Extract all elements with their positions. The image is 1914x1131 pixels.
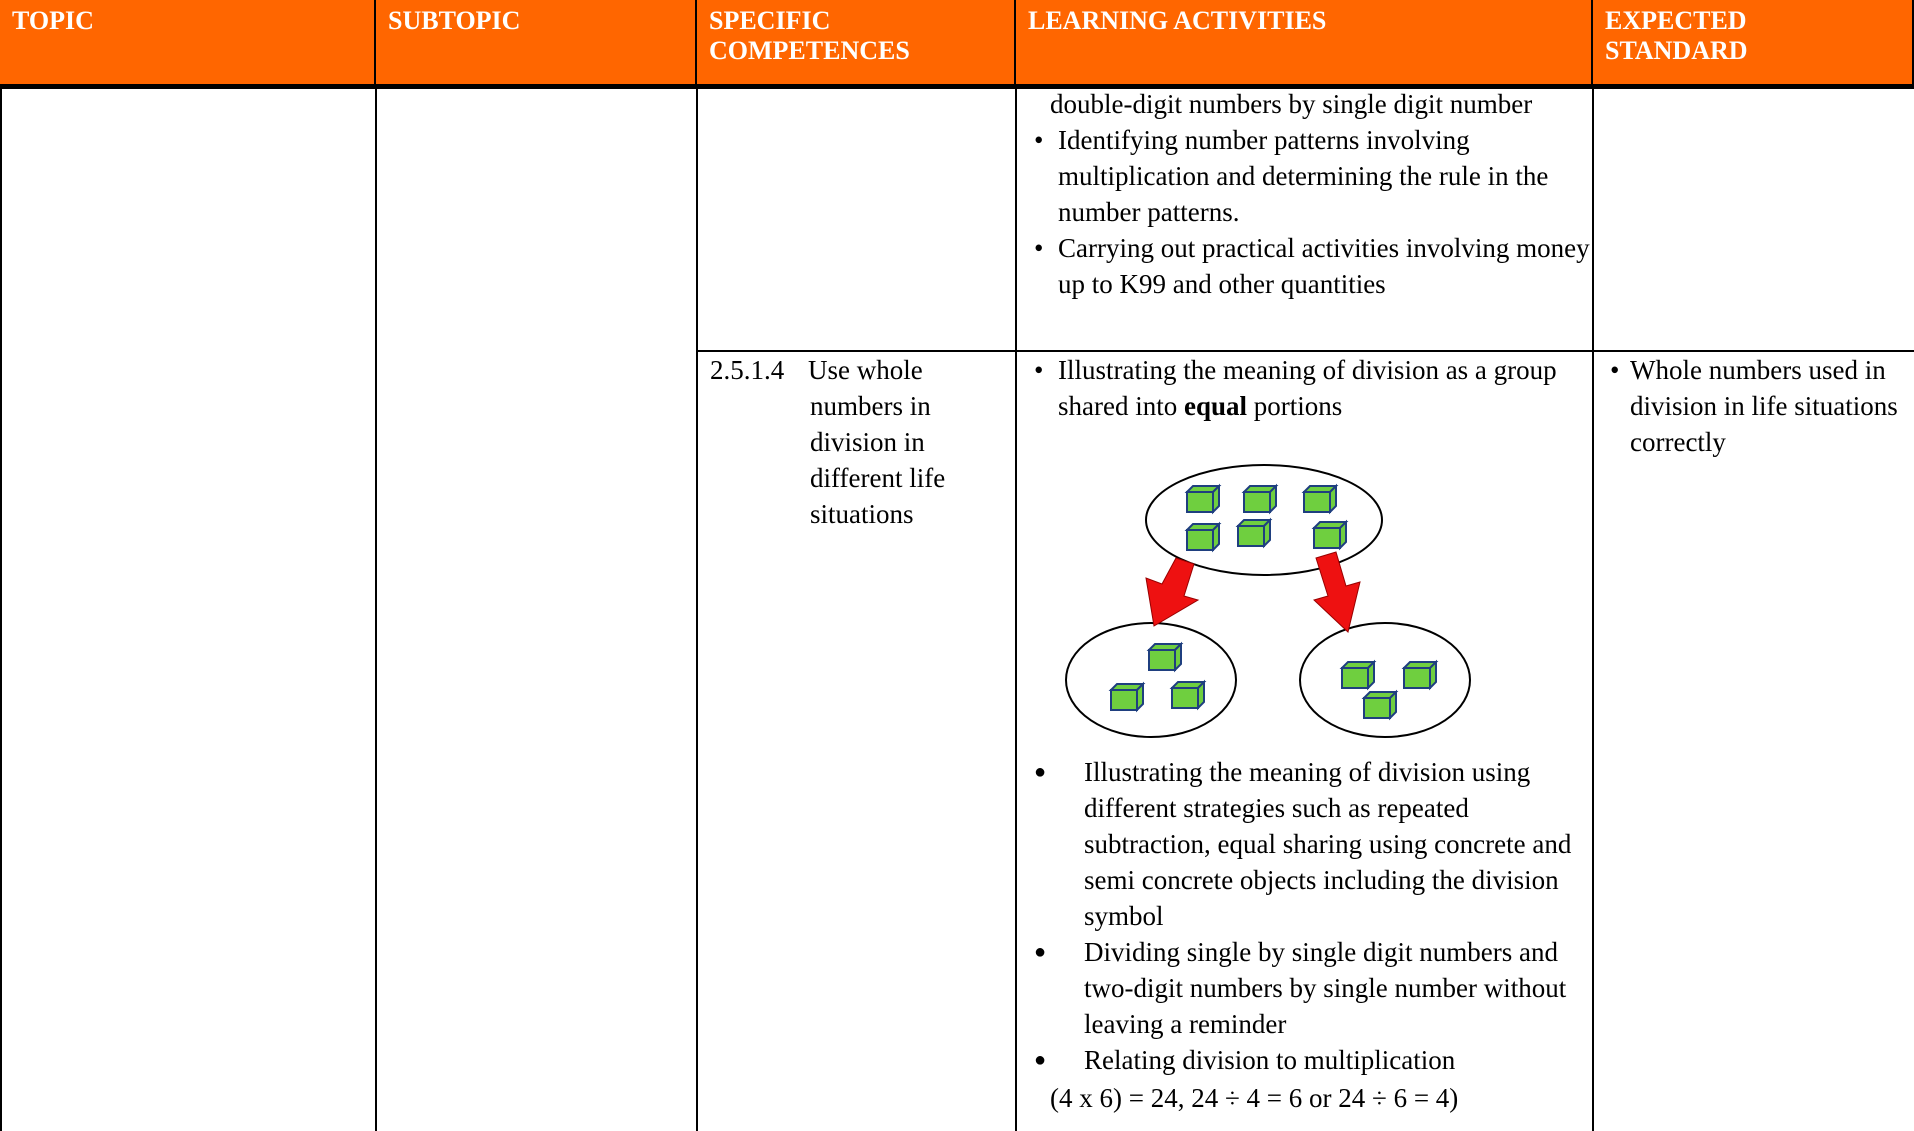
text: portions — [1247, 391, 1343, 421]
header-cell: TOPIC — [0, 0, 376, 86]
competence-cell: 2.5.1.4 Use whole numbers in division in… — [710, 352, 1000, 532]
header-cell: SUBTOPIC — [376, 0, 697, 86]
border — [697, 350, 1914, 352]
equation: (4 x 6) = 24, 24 ÷ 4 = 6 or 24 ÷ 6 = 4) — [1050, 1083, 1459, 1113]
text: Illustrating the meaning of division as … — [1058, 355, 1557, 421]
border — [375, 86, 377, 1131]
text: double-digit numbers by single digit num… — [1050, 89, 1533, 119]
code: 2.5.1.4 — [710, 355, 785, 385]
bullet-item: Illustrating the meaning of division as … — [1024, 352, 1592, 424]
bullet-item: Dividing single by single digit numbers … — [1024, 934, 1592, 1042]
bullet-item: Whole numbers used in division in life s… — [1600, 352, 1912, 460]
bullet-item: Identifying number patterns involving mu… — [1024, 122, 1592, 230]
standard-cell: Whole numbers used in division in life s… — [1600, 352, 1912, 460]
bullet-item: Illustrating the meaning of division usi… — [1024, 754, 1592, 934]
bold-text: equal — [1183, 391, 1248, 421]
border — [0, 86, 2, 1131]
activities-cell: double-digit numbers by single digit num… — [1024, 86, 1592, 302]
text: Use whole numbers in division in differe… — [808, 355, 946, 529]
border — [1015, 86, 1017, 1131]
header-cell: SPECIFIC COMPETENCES — [697, 0, 1016, 86]
bullet-item: Relating division to multiplication — [1024, 1042, 1592, 1078]
border — [1592, 86, 1594, 1131]
header-rule — [0, 84, 1914, 89]
activities-cell: Illustrating the meaning of division as … — [1024, 352, 1592, 1116]
header-cell: EXPECTED STANDARD — [1593, 0, 1914, 86]
header-cell: LEARNING ACTIVITIES — [1016, 0, 1593, 86]
border — [696, 86, 698, 1131]
division-diagram — [1065, 464, 1471, 738]
bullet-item: Carrying out practical activities involv… — [1024, 230, 1592, 302]
